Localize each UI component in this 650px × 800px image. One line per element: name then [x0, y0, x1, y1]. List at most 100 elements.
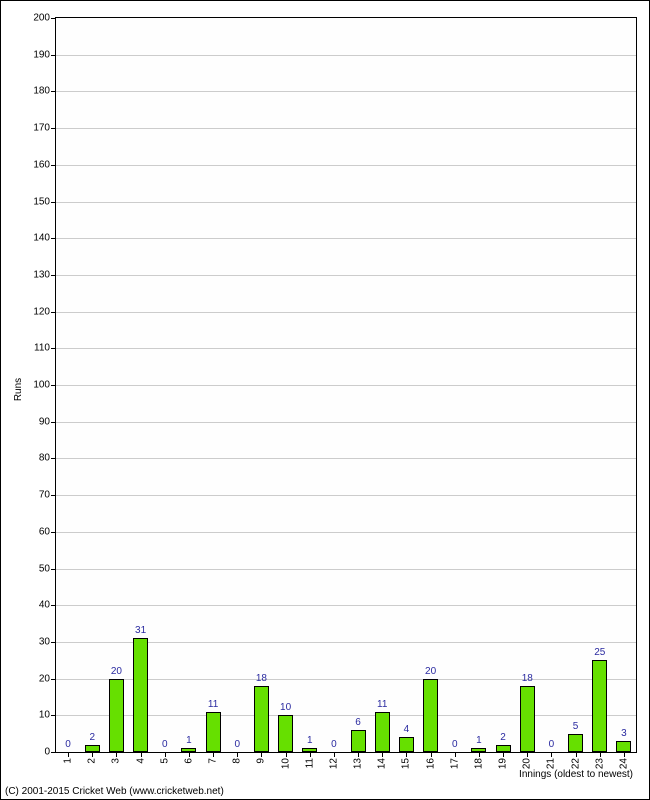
y-tick-mark [51, 202, 56, 203]
x-tick-mark [576, 752, 577, 757]
gridline [56, 55, 636, 56]
gridline [56, 128, 636, 129]
y-tick-label: 30 [39, 636, 50, 647]
bar [85, 745, 100, 752]
y-tick-label: 80 [39, 453, 50, 464]
bar-value-label: 4 [404, 724, 410, 735]
y-tick-mark [51, 165, 56, 166]
gridline [56, 532, 636, 533]
x-tick-mark [286, 752, 287, 757]
bar-value-label: 5 [573, 721, 579, 732]
gridline [56, 495, 636, 496]
bar [254, 686, 269, 752]
y-tick-mark [51, 312, 56, 313]
y-tick-mark [51, 128, 56, 129]
gridline [56, 202, 636, 203]
y-tick-label: 200 [33, 13, 50, 24]
y-tick-label: 120 [33, 306, 50, 317]
x-tick-mark [358, 752, 359, 757]
x-tick-mark [213, 752, 214, 757]
plot-area: 0102030405060708090100110120130140150160… [55, 17, 637, 753]
x-tick-label: 23 [594, 758, 605, 769]
y-tick-mark [51, 642, 56, 643]
y-tick-label: 40 [39, 600, 50, 611]
x-tick-label: 16 [425, 758, 436, 769]
x-tick-label: 1 [63, 758, 74, 764]
y-tick-mark [51, 18, 56, 19]
bar-value-label: 31 [135, 625, 146, 636]
x-tick-mark [334, 752, 335, 757]
bar [375, 712, 390, 752]
gridline [56, 238, 636, 239]
x-tick-label: 17 [449, 758, 460, 769]
y-axis-title: Runs [13, 378, 24, 401]
bar-value-label: 3 [621, 728, 627, 739]
y-tick-label: 160 [33, 159, 50, 170]
bar [278, 715, 293, 752]
x-tick-label: 8 [232, 758, 243, 764]
bar-value-label: 18 [522, 673, 533, 684]
bar [399, 737, 414, 752]
y-tick-label: 90 [39, 416, 50, 427]
x-tick-mark [455, 752, 456, 757]
y-tick-label: 180 [33, 86, 50, 97]
y-tick-label: 60 [39, 526, 50, 537]
x-tick-label: 20 [522, 758, 533, 769]
bar [423, 679, 438, 752]
y-tick-label: 20 [39, 673, 50, 684]
x-tick-label: 9 [256, 758, 267, 764]
x-tick-mark [68, 752, 69, 757]
bar-value-label: 0 [234, 739, 240, 750]
bar-value-label: 0 [65, 739, 71, 750]
y-tick-mark [51, 55, 56, 56]
x-tick-mark [237, 752, 238, 757]
x-tick-mark [431, 752, 432, 757]
bar-value-label: 1 [186, 735, 192, 746]
bar-value-label: 11 [208, 699, 218, 710]
gridline [56, 312, 636, 313]
x-tick-label: 14 [377, 758, 388, 769]
chart-frame: 0102030405060708090100110120130140150160… [0, 0, 650, 800]
bar-value-label: 0 [162, 739, 168, 750]
x-tick-mark [551, 752, 552, 757]
bar-value-label: 0 [452, 739, 458, 750]
y-tick-mark [51, 679, 56, 680]
x-tick-mark [406, 752, 407, 757]
y-tick-mark [51, 275, 56, 276]
x-tick-label: 12 [328, 758, 339, 769]
gridline [56, 275, 636, 276]
x-tick-label: 2 [87, 758, 98, 764]
y-tick-label: 140 [33, 233, 50, 244]
x-tick-label: 3 [111, 758, 122, 764]
bar [568, 734, 583, 752]
gridline [56, 348, 636, 349]
x-tick-mark [479, 752, 480, 757]
y-tick-mark [51, 422, 56, 423]
x-tick-label: 13 [353, 758, 364, 769]
x-tick-label: 18 [473, 758, 484, 769]
y-tick-label: 170 [33, 123, 50, 134]
bar-value-label: 11 [377, 699, 387, 710]
y-tick-label: 150 [33, 196, 50, 207]
bar-value-label: 20 [425, 666, 436, 677]
x-tick-mark [310, 752, 311, 757]
bar [133, 638, 148, 752]
x-tick-mark [165, 752, 166, 757]
bar [351, 730, 366, 752]
x-tick-mark [600, 752, 601, 757]
bar [616, 741, 631, 752]
bar-value-label: 0 [331, 739, 337, 750]
bar-value-label: 20 [111, 666, 122, 677]
gridline [56, 605, 636, 606]
x-tick-mark [624, 752, 625, 757]
y-tick-label: 110 [34, 343, 50, 354]
x-tick-mark [382, 752, 383, 757]
gridline [56, 165, 636, 166]
bar [109, 679, 124, 752]
y-tick-mark [51, 569, 56, 570]
x-tick-mark [92, 752, 93, 757]
x-tick-label: 7 [208, 758, 219, 764]
gridline [56, 458, 636, 459]
x-tick-label: 22 [570, 758, 581, 769]
x-tick-mark [189, 752, 190, 757]
